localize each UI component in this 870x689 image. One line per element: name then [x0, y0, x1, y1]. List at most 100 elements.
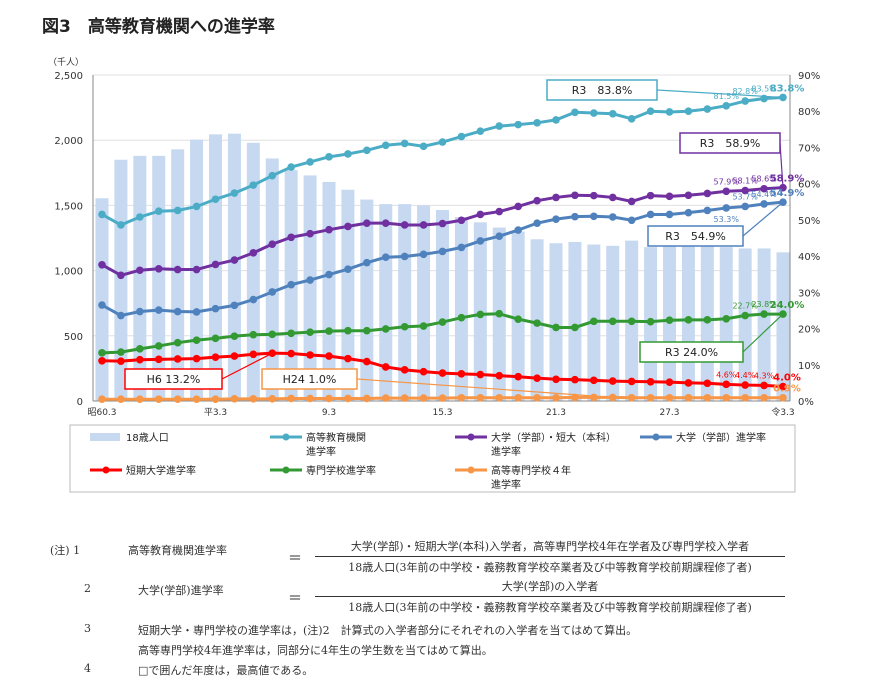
- callout-box-tech: [261, 368, 358, 390]
- point-higher_ed: [703, 105, 712, 113]
- point-jc: [98, 356, 106, 365]
- data-label-higher_ed: 83.8%: [770, 83, 805, 94]
- note-2-numerator: 大学(学部)の入学者: [315, 578, 785, 597]
- point-univ_jc: [400, 221, 409, 229]
- bar-18yo-population: [227, 133, 241, 401]
- point-higher_ed: [533, 119, 541, 127]
- point-univ_jc: [760, 184, 768, 193]
- point-univ: [760, 200, 768, 208]
- point-univ: [173, 307, 182, 316]
- point-higher_ed: [230, 189, 239, 197]
- point-jc: [741, 381, 749, 389]
- legend-marker-jc: [102, 466, 110, 474]
- point-jc: [363, 357, 371, 366]
- point-univ: [325, 270, 333, 279]
- bar-18yo-population: [398, 204, 412, 401]
- point-voc: [514, 315, 522, 323]
- left-tick-label: 1,000: [54, 267, 83, 278]
- point-voc: [325, 327, 333, 335]
- point-univ_jc: [98, 261, 106, 269]
- point-univ: [514, 226, 522, 234]
- note-4-label: 4: [84, 662, 91, 675]
- x-tick-label: 27.3: [659, 408, 679, 418]
- point-voc: [306, 328, 314, 336]
- point-univ_jc: [211, 260, 220, 269]
- point-voc: [400, 322, 409, 331]
- left-tick-label: 500: [64, 332, 83, 343]
- callout-box-voc: [639, 341, 744, 363]
- point-higher_ed: [306, 158, 314, 166]
- point-tech: [741, 393, 749, 402]
- point-tech: [646, 393, 655, 402]
- point-univ_jc: [684, 191, 693, 200]
- point-tech: [287, 394, 295, 403]
- point-higher_ed: [457, 132, 466, 141]
- bar-18yo-population: [360, 199, 374, 401]
- point-jc: [419, 367, 428, 376]
- callout-box-univ_jc: [679, 132, 781, 154]
- left-tick-label: 1,500: [54, 201, 83, 212]
- point-univ: [363, 258, 371, 267]
- point-univ: [249, 295, 258, 304]
- point-univ_jc: [590, 191, 598, 200]
- point-higher_ed: [363, 146, 371, 155]
- callout-leader-higher_ed: [656, 89, 784, 99]
- point-jc: [173, 355, 182, 363]
- point-tech: [552, 393, 560, 402]
- callout-text-univ: R3 54.9%: [665, 230, 726, 243]
- point-univ: [590, 212, 598, 221]
- callout-leader-tech: [356, 378, 613, 398]
- point-voc: [136, 345, 144, 353]
- point-univ: [457, 243, 466, 252]
- data-label-jc: 4.0%: [773, 373, 801, 384]
- point-univ_jc: [154, 264, 163, 273]
- point-univ: [211, 304, 220, 313]
- callout-box-univ: [647, 225, 744, 247]
- point-higher_ed: [419, 142, 428, 151]
- point-higher_ed: [722, 101, 731, 110]
- note-1-denominator: 18歳人口(3年前の中学校・義務教育学校卒業者及び中等教育学校前期課程修了者): [348, 561, 752, 574]
- x-tick-label: 平3.3: [204, 407, 227, 418]
- point-univ_jc: [192, 265, 201, 274]
- data-label-voc: 24.0%: [770, 300, 805, 311]
- bar-18yo-population: [757, 248, 771, 401]
- x-tick-label: 昭60.3: [87, 407, 116, 418]
- callout-text-univ_jc: R3 58.9%: [700, 137, 761, 150]
- point-tech: [665, 393, 674, 402]
- point-jc: [533, 374, 541, 382]
- point-higher_ed: [514, 120, 522, 129]
- point-tech: [325, 394, 333, 403]
- callout-leader-univ: [742, 201, 784, 237]
- data-label-higher_ed: 83.5%: [751, 85, 777, 94]
- point-voc: [684, 316, 693, 324]
- point-univ: [400, 252, 409, 261]
- point-univ: [703, 206, 712, 215]
- point-higher_ed: [192, 202, 201, 211]
- bar-18yo-population: [303, 175, 317, 401]
- point-univ_jc: [514, 202, 522, 211]
- point-univ_jc: [268, 240, 277, 248]
- note-3-text: 短期大学・専門学校の進学率は，(注)2 計算式の入学者部分にそれぞれの入学者を当…: [138, 624, 638, 637]
- legend-swatch-bar: [90, 433, 120, 441]
- point-tech: [154, 395, 163, 403]
- point-higher_ed: [665, 108, 674, 116]
- point-jc: [665, 378, 674, 386]
- bar-18yo-population: [738, 248, 752, 401]
- right-tick-label: 30%: [798, 288, 820, 299]
- point-higher_ed: [590, 109, 598, 117]
- point-univ_jc: [457, 216, 466, 225]
- bar-18yo-population: [436, 209, 449, 401]
- point-higher_ed: [325, 153, 333, 161]
- point-univ_jc: [381, 219, 390, 227]
- point-jc: [495, 371, 504, 380]
- bar-18yo-population: [322, 181, 336, 401]
- legend-label-univ_jc: 進学率: [491, 445, 521, 458]
- point-univ: [344, 265, 352, 273]
- point-tech: [249, 395, 258, 403]
- point-voc: [381, 325, 390, 333]
- point-univ_jc: [363, 219, 371, 227]
- point-voc: [173, 338, 182, 347]
- point-univ_jc: [173, 265, 182, 274]
- point-tech: [760, 393, 768, 402]
